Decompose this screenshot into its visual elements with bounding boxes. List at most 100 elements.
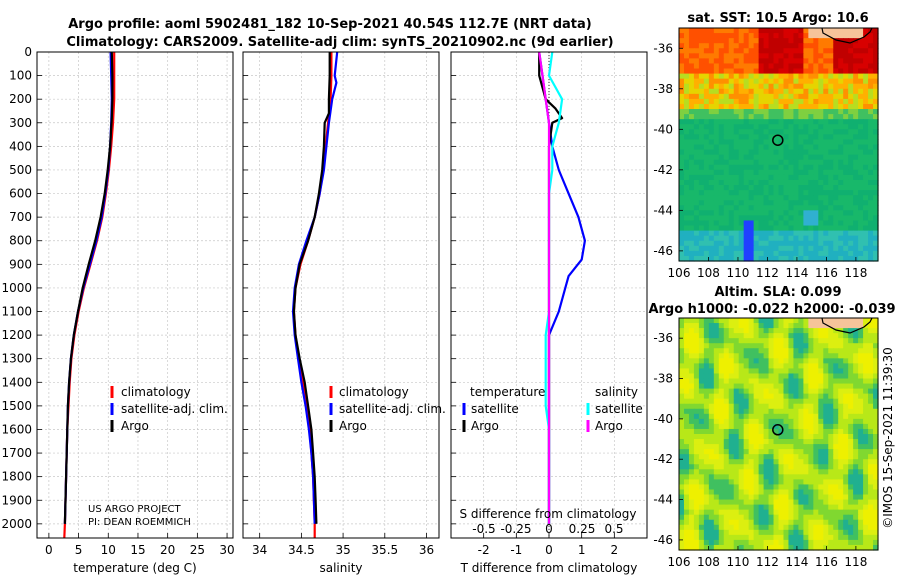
heatmap-cell <box>783 139 790 146</box>
heatmap-cell <box>783 78 790 85</box>
heatmap-cell <box>858 398 864 405</box>
heatmap-cell <box>808 519 814 526</box>
heatmap-cell <box>793 534 799 541</box>
heatmap-cell <box>828 383 834 390</box>
heatmap-cell <box>758 179 765 186</box>
heatmap-cell <box>828 454 834 460</box>
heatmap-cell <box>863 73 869 80</box>
heatmap-cell <box>843 179 849 186</box>
heatmap-cell <box>833 504 839 511</box>
heatmap-cell <box>858 134 864 141</box>
heatmap-cell <box>738 348 745 354</box>
x-tick-label: 36 <box>419 543 434 557</box>
heatmap-cell <box>723 544 730 551</box>
heatmap-cell <box>708 119 715 125</box>
heatmap-cell <box>818 159 824 166</box>
heatmap-cell <box>848 504 854 511</box>
heatmap-cell <box>693 524 700 531</box>
heatmap-cell <box>698 474 705 480</box>
heatmap-cell <box>833 413 839 420</box>
heatmap-cell <box>848 368 854 375</box>
heatmap-cell <box>693 43 700 49</box>
heatmap-cell <box>708 235 715 242</box>
heatmap-cell <box>688 454 695 460</box>
heatmap-cell <box>718 144 725 151</box>
heatmap-cell <box>679 328 685 334</box>
heatmap-cell <box>758 255 765 262</box>
heatmap-cell <box>728 439 735 445</box>
heatmap-cell <box>793 68 799 75</box>
heatmap-cell <box>808 230 814 237</box>
heatmap-cell <box>798 449 804 455</box>
heatmap-cell <box>679 383 685 390</box>
heatmap-cell <box>828 418 834 425</box>
heatmap-cell <box>858 484 864 491</box>
heatmap-cell <box>813 109 819 115</box>
heatmap-cell <box>718 179 725 186</box>
heatmap-cell <box>728 474 735 480</box>
heatmap-cell <box>683 398 690 405</box>
heatmap-cell <box>713 68 720 75</box>
heatmap-cell <box>713 418 720 425</box>
heatmap-cell <box>728 469 735 475</box>
heatmap-cell <box>808 33 814 39</box>
heatmap-cell <box>728 524 735 531</box>
heatmap-cell <box>713 225 720 232</box>
heatmap-cell <box>718 159 725 166</box>
heatmap-cell <box>803 519 809 526</box>
legend-title-salinity: salinity <box>595 385 638 399</box>
heatmap-cell <box>863 449 869 455</box>
heatmap-cell <box>773 245 780 252</box>
heatmap-cell <box>813 393 819 400</box>
heatmap-cell <box>853 78 859 85</box>
heatmap-cell <box>838 33 844 39</box>
heatmap-cell <box>773 449 780 455</box>
heatmap-cell <box>798 343 804 349</box>
heatmap-cell <box>713 205 720 211</box>
heatmap-cell <box>853 93 859 100</box>
heatmap-cell <box>853 408 859 415</box>
legend-label-argo: Argo <box>339 419 367 433</box>
heatmap-cell <box>683 444 690 450</box>
latitude-tick-label: -42 <box>653 163 673 177</box>
sla-coastline <box>821 317 873 334</box>
heatmap-cell <box>843 43 849 49</box>
heatmap-cell <box>863 225 869 232</box>
heatmap-cell <box>788 68 795 75</box>
heatmap-cell <box>813 418 819 425</box>
heatmap-cell <box>713 58 720 65</box>
heatmap-cell <box>843 210 849 217</box>
heatmap-cell <box>718 139 725 146</box>
heatmap-cell <box>868 504 874 511</box>
heatmap-cell <box>813 469 819 475</box>
heatmap-cell <box>743 383 750 390</box>
heatmap-cell <box>848 333 854 339</box>
heatmap-cell <box>773 103 780 110</box>
x-tick-label: 15 <box>130 543 145 557</box>
heatmap-cell <box>708 78 715 85</box>
heatmap-cell <box>793 489 799 496</box>
heatmap-cell <box>753 210 760 217</box>
heatmap-cell <box>728 363 735 370</box>
heatmap-cell <box>679 215 685 222</box>
heatmap-cell <box>703 464 710 470</box>
heatmap-cell <box>868 484 874 491</box>
heatmap-cell <box>873 78 879 85</box>
heatmap-cell <box>848 73 854 80</box>
heatmap-cell <box>853 343 859 349</box>
heatmap-cell <box>683 38 690 44</box>
heatmap-cell <box>818 489 824 496</box>
heatmap-cell <box>863 454 869 460</box>
heatmap-cell <box>798 93 804 100</box>
heatmap-cell <box>743 245 750 252</box>
heatmap-cell <box>753 368 760 375</box>
heatmap-cell <box>798 348 804 354</box>
heatmap-cell <box>863 230 869 237</box>
heatmap-cell <box>773 174 780 181</box>
heatmap-cell <box>758 250 765 257</box>
heatmap-cell <box>743 474 750 480</box>
heatmap-cell <box>793 398 799 405</box>
heatmap-cell <box>783 174 790 181</box>
heatmap-cell <box>858 129 864 135</box>
heatmap-cell <box>713 174 720 181</box>
